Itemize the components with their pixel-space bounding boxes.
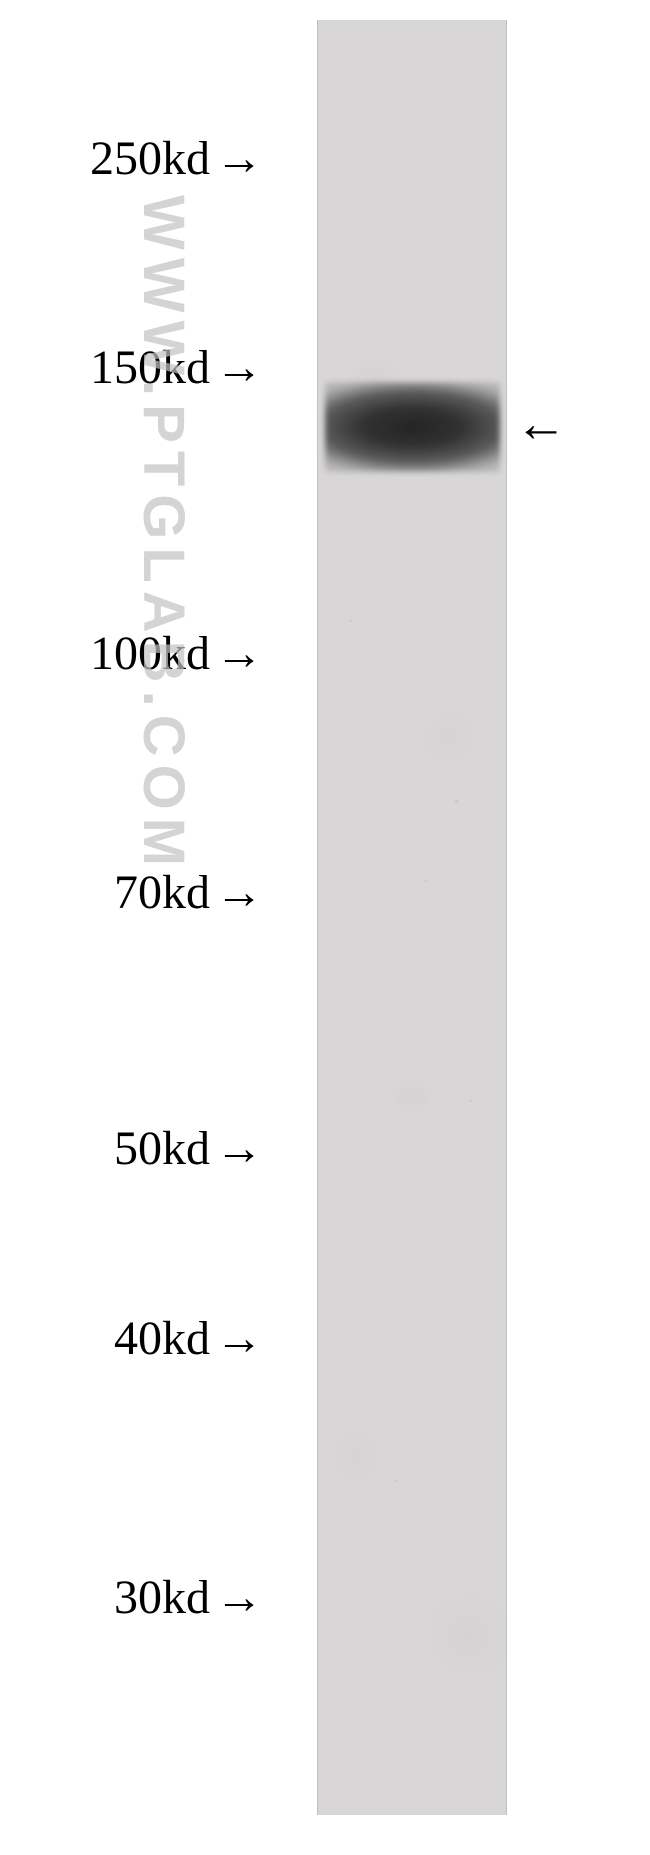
western-blot-figure: 250kd→150kd→100kd→70kd→50kd→40kd→30kd→ ←… bbox=[0, 0, 650, 1855]
speckle bbox=[350, 620, 352, 622]
lane-noise-texture bbox=[318, 20, 506, 1815]
speckle bbox=[470, 1100, 472, 1102]
ladder-label-50kd: 50kd bbox=[114, 1121, 210, 1176]
speckle bbox=[425, 880, 427, 882]
ladder-arrow-icon: → bbox=[215, 626, 263, 681]
speckle bbox=[395, 1480, 397, 1482]
ladder-arrow-icon: → bbox=[215, 1311, 263, 1366]
ladder-arrow-icon: → bbox=[215, 865, 263, 920]
ladder-arrow-icon: → bbox=[215, 340, 263, 395]
protein-band-0 bbox=[325, 382, 500, 472]
ladder-label-250kd: 250kd bbox=[90, 131, 210, 186]
ladder-arrow-icon: → bbox=[215, 1570, 263, 1625]
speckle bbox=[455, 800, 458, 803]
ladder-label-30kd: 30kd bbox=[114, 1570, 210, 1625]
ladder-arrow-icon: → bbox=[215, 1121, 263, 1176]
band-indicator-arrow: ← bbox=[515, 395, 567, 454]
ladder-arrow-icon: → bbox=[215, 131, 263, 186]
ladder-label-40kd: 40kd bbox=[114, 1311, 210, 1366]
watermark-text: WWW.PTGLAB.COM bbox=[130, 195, 197, 874]
gel-lane bbox=[317, 20, 507, 1815]
